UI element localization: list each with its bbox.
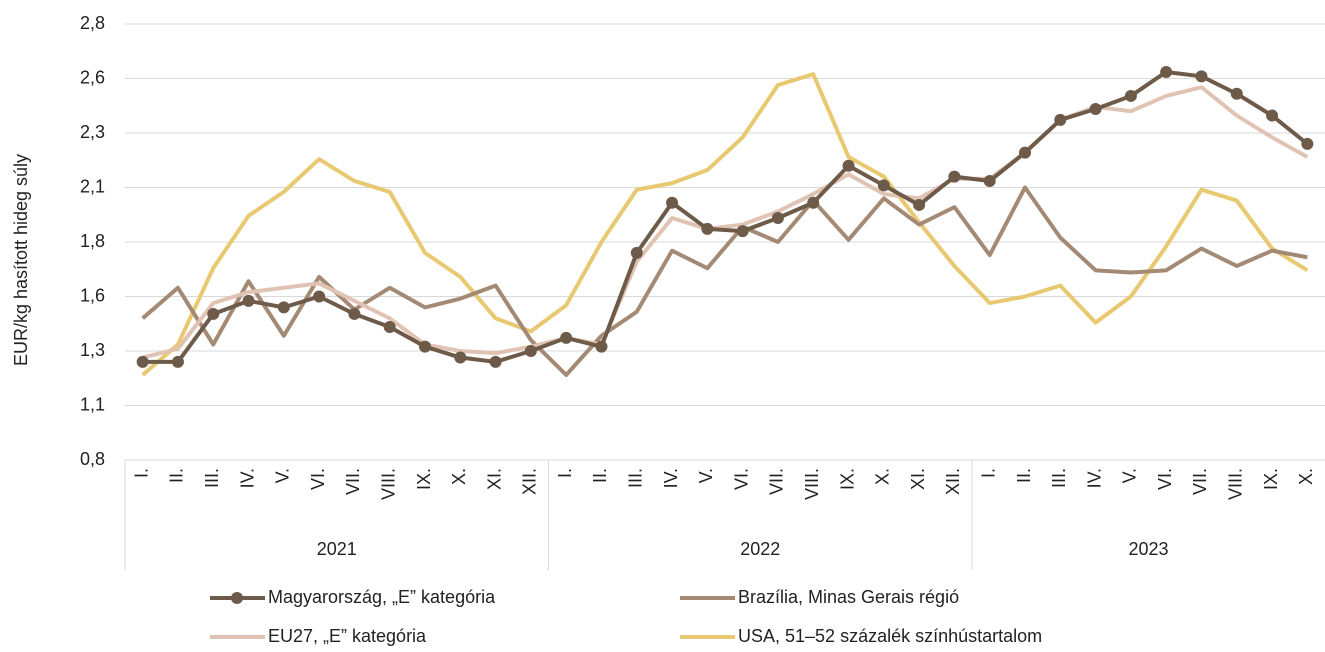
x-tick-label: VIII.	[1226, 468, 1246, 500]
series-marker	[1054, 113, 1067, 126]
y-tick-label: 2,6	[80, 67, 105, 87]
series-marker	[1124, 89, 1137, 102]
x-tick-label: XI.	[908, 468, 928, 490]
legend-label: Brazília, Minas Gerais régió	[738, 587, 959, 607]
x-tick-label: IX.	[414, 468, 434, 490]
series-marker	[595, 340, 608, 353]
y-tick-label: 2,8	[80, 13, 105, 33]
x-tick-label: XII.	[943, 468, 963, 495]
y-tick-label: 1,6	[80, 285, 105, 305]
series-marker	[454, 351, 467, 364]
series-marker	[948, 170, 961, 183]
series-marker	[842, 159, 855, 172]
x-tick-label: VII.	[767, 468, 787, 495]
x-tick-label: XII.	[520, 468, 540, 495]
y-tick-label: 1,1	[80, 394, 105, 414]
y-axis-label: EUR/kg hasított hideg súly	[11, 154, 31, 366]
x-tick-label: VI.	[1155, 468, 1175, 490]
series-marker	[630, 246, 643, 259]
y-tick-label: 2,3	[80, 122, 105, 142]
series-marker	[1301, 137, 1314, 150]
series-line	[141, 185, 1308, 377]
x-tick-label: VI.	[731, 468, 751, 490]
x-tick-label: II.	[167, 468, 187, 483]
series-marker	[1019, 146, 1031, 159]
series-marker	[1230, 87, 1243, 100]
x-tick-label: IV.	[661, 468, 681, 488]
x-tick-label: VIII.	[802, 468, 822, 500]
x-tick-label: IX.	[1261, 468, 1281, 490]
series-marker	[913, 198, 926, 211]
series-marker	[171, 355, 184, 368]
series-marker	[1160, 65, 1173, 78]
series-marker	[701, 222, 714, 235]
x-tick-label: III.	[202, 468, 222, 488]
series-marker	[419, 340, 431, 353]
series-marker	[560, 331, 573, 344]
series-marker	[524, 345, 537, 357]
series-marker	[348, 307, 361, 320]
x-tick-label: VII.	[1190, 468, 1210, 495]
x-tick-label: II.	[1014, 468, 1034, 483]
series-marker	[666, 196, 679, 209]
x-tick-label: VI.	[308, 468, 328, 490]
series-marker	[1089, 103, 1102, 116]
x-tick-label: V.	[273, 468, 293, 483]
x-tick-label: XI.	[484, 468, 504, 490]
x-tick-label: X.	[449, 468, 469, 485]
x-tick-label: V.	[696, 468, 716, 483]
group-label: 2021	[317, 539, 357, 559]
y-tick-label: 1,3	[80, 340, 105, 360]
x-tick-label: X.	[873, 468, 893, 485]
series-line	[142, 85, 1309, 360]
series-line	[142, 69, 1309, 364]
series-marker	[313, 290, 326, 303]
x-tick-label: I.	[555, 468, 575, 478]
x-tick-label: VIII.	[378, 468, 398, 500]
series-marker	[1266, 109, 1279, 122]
y-tick-label: 2,1	[80, 176, 105, 196]
y-tick-label: 1,8	[80, 231, 105, 251]
series-marker	[277, 301, 290, 314]
x-tick-label: IX.	[837, 468, 857, 490]
legend-label: USA, 51–52 százalék színhústartalom	[738, 626, 1042, 646]
x-tick-label: III.	[1049, 468, 1069, 488]
series-marker	[736, 225, 749, 238]
legend-label: Magyarország, „E” kategória	[268, 587, 496, 607]
x-tick-label: I.	[978, 468, 998, 478]
group-label: 2022	[740, 539, 780, 559]
series-marker	[807, 196, 820, 209]
x-tick-label: IV.	[237, 468, 257, 488]
y-tick-label: 0,8	[80, 449, 105, 469]
x-tick-label: IV.	[1084, 468, 1104, 488]
x-tick-label: I.	[131, 468, 151, 478]
series-marker	[207, 307, 220, 320]
series-marker	[983, 174, 996, 187]
series-marker	[383, 321, 396, 334]
series-marker	[242, 294, 255, 307]
group-label: 2023	[1129, 539, 1169, 559]
series-marker	[771, 212, 784, 225]
series-marker	[877, 179, 890, 192]
legend-label: EU27, „E” kategória	[268, 626, 427, 646]
x-tick-label: III.	[626, 468, 646, 488]
series-marker	[136, 355, 149, 368]
series-marker	[1195, 70, 1208, 83]
x-tick-label: VII.	[343, 468, 363, 495]
x-tick-label: X.	[1296, 468, 1316, 485]
series-marker	[489, 355, 502, 368]
x-tick-label: II.	[590, 468, 610, 483]
legend-marker	[231, 592, 243, 604]
x-tick-label: V.	[1120, 468, 1140, 483]
series-line	[141, 72, 1309, 377]
